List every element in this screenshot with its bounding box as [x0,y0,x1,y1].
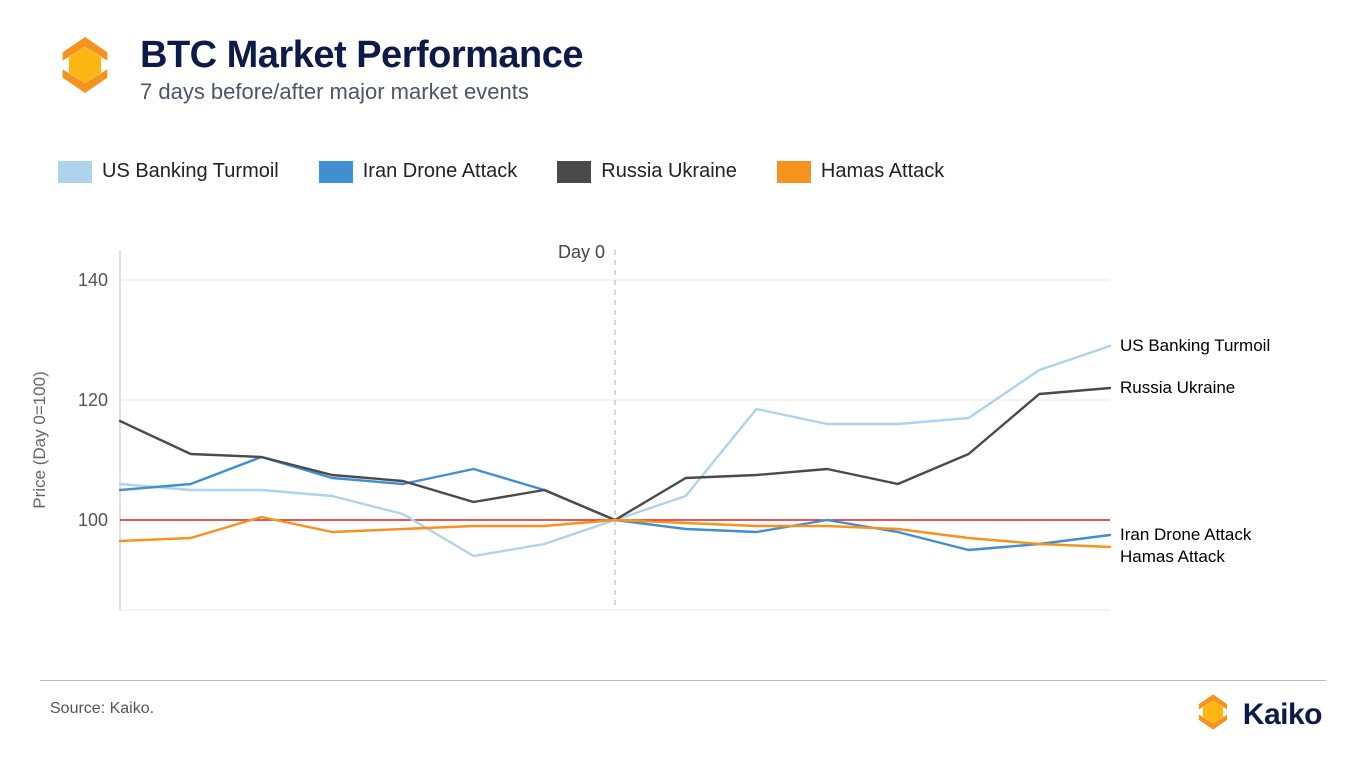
legend-item: Iran Drone Attack [319,160,518,183]
legend-swatch [58,161,92,183]
svg-text:Hamas Attack: Hamas Attack [1120,547,1225,566]
legend: US Banking Turmoil Iran Drone Attack Rus… [58,160,944,183]
header: BTC Market Performance 7 days before/aft… [50,30,583,105]
brand-logo-icon [50,30,120,100]
svg-text:Day 0: Day 0 [558,242,605,262]
legend-item: US Banking Turmoil [58,160,279,183]
source-text: Source: Kaiko. [50,700,154,718]
y-axis-label: Price (Day 0=100) [30,371,50,508]
svg-text:120: 120 [78,390,108,410]
legend-label: Hamas Attack [821,160,944,183]
brand-logo-icon [1191,690,1235,739]
legend-label: Russia Ukraine [601,160,737,183]
legend-label: Iran Drone Attack [363,160,518,183]
svg-text:US Banking Turmoil: US Banking Turmoil [1120,336,1270,355]
chart-area: Price (Day 0=100) 100120140Day 0US Banki… [50,240,1310,640]
legend-item: Hamas Attack [777,160,944,183]
chart-title: BTC Market Performance [140,34,583,77]
legend-swatch [777,161,811,183]
chart-subtitle: 7 days before/after major market events [140,79,583,105]
legend-label: US Banking Turmoil [102,160,279,183]
footer-divider [40,680,1326,681]
svg-text:Iran Drone Attack: Iran Drone Attack [1120,525,1252,544]
legend-swatch [557,161,591,183]
svg-text:140: 140 [78,270,108,290]
brand-name: Kaiko [1243,698,1322,732]
svg-text:100: 100 [78,510,108,530]
legend-item: Russia Ukraine [557,160,737,183]
legend-swatch [319,161,353,183]
line-chart: 100 120 140 Day 0 US Banking Turmoil Russia U… [50,240,1310,640]
svg-text:Russia Ukraine: Russia Ukraine [1120,378,1235,397]
footer-brand: Kaiko [1191,690,1322,739]
